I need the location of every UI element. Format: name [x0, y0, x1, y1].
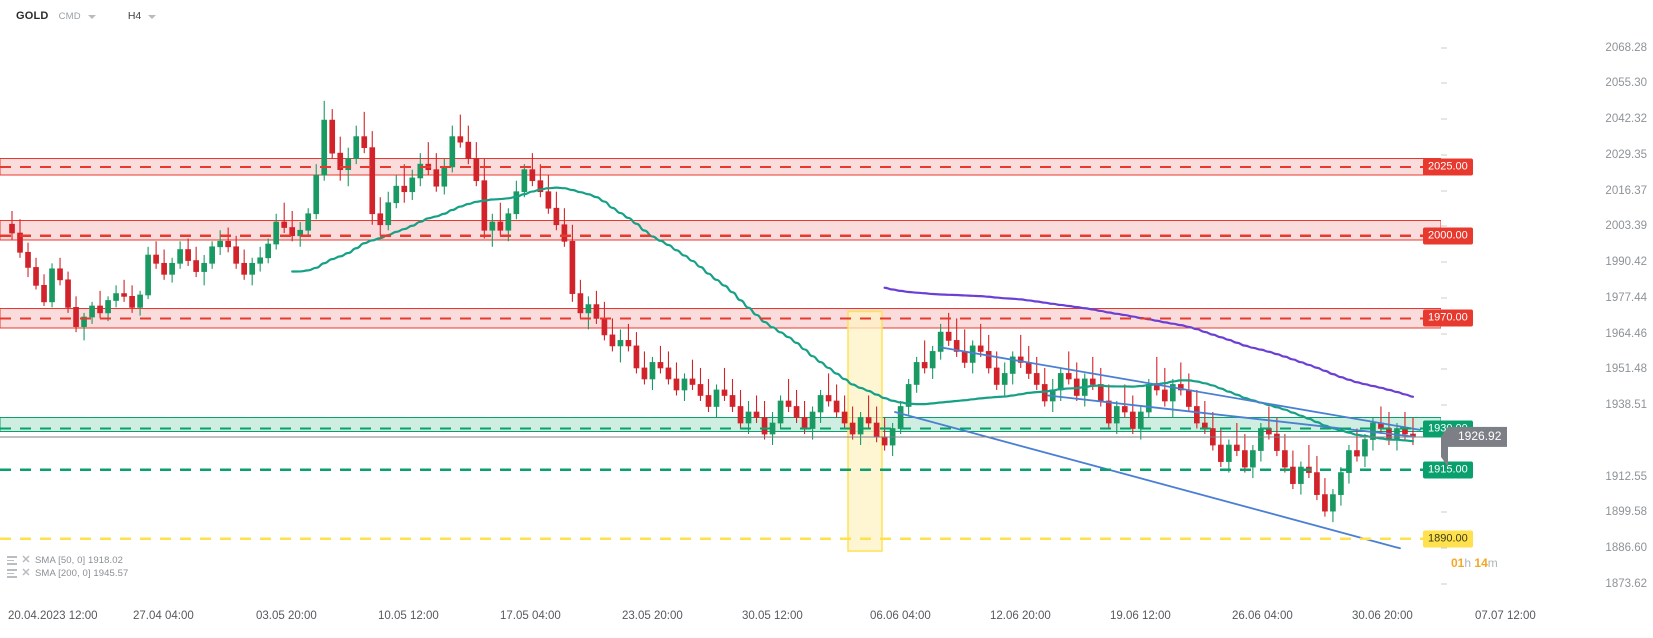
- price-axis-tick-mark: [1441, 547, 1447, 549]
- symbol-name[interactable]: GOLD: [16, 10, 49, 22]
- indicator-legend: ✕ SMA [50, 0] 1918.02 ✕ SMA [200, 0] 1945.5…: [7, 554, 128, 580]
- timeframe-label[interactable]: H4: [127, 10, 142, 22]
- time-axis-tick: 12.06 20:00: [990, 610, 1051, 622]
- price-axis-tick: 2029.35: [1605, 148, 1647, 161]
- price-axis-tick: 1912.55: [1605, 470, 1647, 483]
- time-axis[interactable]: 20.04.2023 12:00 27.04 04:00 03.05 20:00 10…: [0, 602, 1653, 638]
- price-axis-tick: 1990.42: [1605, 256, 1647, 269]
- price-axis-tick-mark: [1441, 154, 1447, 156]
- price-axis-tick: 1873.62: [1605, 577, 1647, 590]
- price-axis-tick: 1964.46: [1605, 327, 1647, 340]
- time-axis-tick: 03.05 20:00: [256, 610, 317, 622]
- price-axis-tick-mark: [1441, 47, 1447, 49]
- time-axis-tick: 20.04.2023 12:00: [8, 610, 98, 622]
- price-axis-tick: 1977.44: [1605, 291, 1647, 304]
- price-axis-tick-mark: [1441, 225, 1447, 227]
- current-price-badge: 1926.92: [1440, 426, 1508, 468]
- close-icon[interactable]: ✕: [21, 554, 31, 566]
- price-axis-tick-mark: [1441, 333, 1447, 335]
- price-axis-tick: 1951.48: [1605, 363, 1647, 376]
- symbol-chevron-down-icon[interactable]: [87, 15, 96, 19]
- settings-icon[interactable]: [7, 556, 17, 565]
- time-axis-tick: 10.05 12:00: [378, 610, 439, 622]
- price-axis-tick: 2003.39: [1605, 220, 1647, 233]
- price-axis-tick-mark: [1441, 261, 1447, 263]
- time-axis-tick: 26.06 04:00: [1232, 610, 1293, 622]
- price-axis[interactable]: 2068.28 2055.30 2042.32 2029.35 2016.37 2003.…: [1423, 32, 1653, 638]
- indicator-legend-label: SMA [50, 0] 1918.02: [35, 555, 123, 566]
- indicator-legend-row[interactable]: ✕ SMA [200, 0] 1945.57: [7, 567, 128, 580]
- time-axis-tick: 27.04 04:00: [133, 610, 194, 622]
- price-axis-tick-mark: [1441, 118, 1447, 120]
- chart-header: GOLD CMD H4: [0, 0, 1653, 32]
- countdown-minutes: 14: [1474, 556, 1488, 571]
- chart-canvas: [0, 100, 1441, 552]
- price-alert-badge[interactable]: 2000.00: [1423, 227, 1473, 245]
- indicator-legend-label: SMA [200, 0] 1945.57: [35, 568, 129, 579]
- price-axis-tick: 2042.32: [1605, 113, 1647, 126]
- time-axis-tick: 06.06 04:00: [870, 610, 931, 622]
- symbol-category: CMD: [58, 10, 81, 22]
- settings-icon[interactable]: [7, 569, 17, 578]
- time-axis-tick: 30.06 20:00: [1352, 610, 1413, 622]
- time-axis-tick: 19.06 12:00: [1110, 610, 1171, 622]
- price-axis-tick-mark: [1441, 583, 1447, 585]
- price-axis-tick: 1886.60: [1605, 542, 1647, 555]
- time-axis-tick: 30.05 12:00: [742, 610, 803, 622]
- price-axis-tick: 1938.51: [1605, 399, 1647, 412]
- countdown-hours-unit: h: [1464, 556, 1472, 571]
- price-axis-tick-mark: [1441, 82, 1447, 84]
- time-axis-tick: 17.05 04:00: [500, 610, 561, 622]
- price-axis-tick: 2016.37: [1605, 184, 1647, 197]
- time-axis-tick: 07.07 12:00: [1475, 610, 1536, 622]
- time-axis-tick: 23.05 20:00: [622, 610, 683, 622]
- price-alert-badge[interactable]: 1890.00: [1423, 530, 1473, 548]
- price-axis-tick-mark: [1441, 368, 1447, 370]
- timeframe-chevron-down-icon[interactable]: [148, 15, 157, 19]
- price-axis-tick-mark: [1441, 297, 1447, 299]
- price-alert-badge[interactable]: 1915.00: [1423, 461, 1473, 479]
- price-alert-badge[interactable]: 1970.00: [1423, 309, 1473, 327]
- price-alert-badge[interactable]: 2025.00: [1423, 158, 1473, 176]
- close-icon[interactable]: ✕: [21, 567, 31, 579]
- indicator-legend-row[interactable]: ✕ SMA [50, 0] 1918.02: [7, 554, 128, 567]
- price-axis-tick: 1899.58: [1605, 506, 1647, 519]
- price-axis-tick: 2055.30: [1605, 77, 1647, 90]
- chart-plot-area[interactable]: [0, 32, 1441, 602]
- countdown-minutes-unit: m: [1487, 556, 1498, 571]
- price-axis-tick-mark: [1441, 190, 1447, 192]
- price-axis-tick: 2068.28: [1605, 41, 1647, 54]
- countdown-hours: 01: [1451, 556, 1465, 571]
- price-axis-tick-mark: [1441, 511, 1447, 513]
- bar-countdown-timer: 01h 14m: [1451, 556, 1498, 570]
- price-axis-tick-mark: [1441, 404, 1447, 406]
